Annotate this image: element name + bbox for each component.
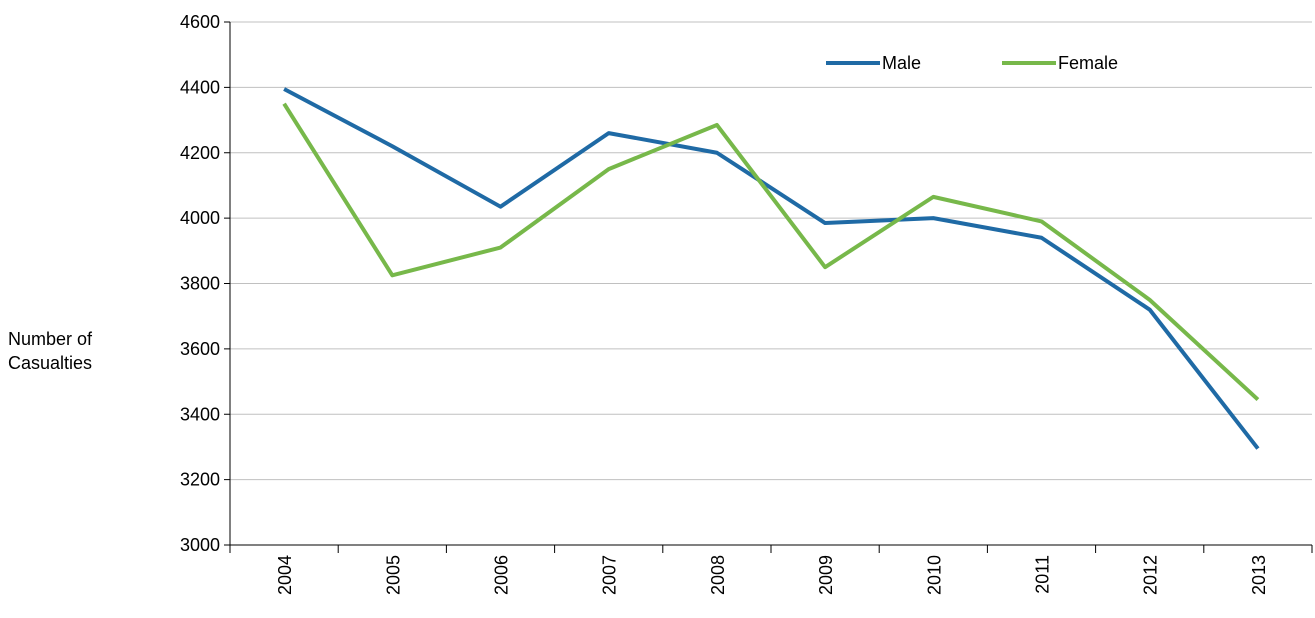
y-tick-label: 4600 [180, 12, 220, 32]
legend-label: Female [1058, 53, 1118, 73]
y-tick-label: 3400 [180, 404, 220, 424]
x-tick-label: 2004 [275, 555, 295, 595]
y-axis-label: Number of Casualties [8, 329, 93, 373]
y-tick-label: 3600 [180, 339, 220, 359]
y-tick-label: 4000 [180, 208, 220, 228]
y-tick-label: 3200 [180, 470, 220, 490]
x-tick-label: 2011 [1033, 555, 1053, 594]
line-series [282, 102, 1260, 402]
y-tick-label: 4200 [180, 143, 220, 163]
legend-label: Male [882, 53, 921, 73]
line-series [283, 87, 1260, 450]
x-tick-label: 2008 [708, 555, 728, 595]
x-tick-label: 2005 [383, 555, 403, 595]
x-tick-label: 2013 [1249, 555, 1269, 595]
x-tick-label: 2012 [1141, 555, 1161, 595]
x-tick-label: 2009 [816, 555, 836, 595]
x-tick-label: 2006 [492, 555, 512, 595]
y-tick-label: 3800 [180, 274, 220, 294]
x-tick-label: 2010 [924, 555, 944, 595]
y-tick-label: 3000 [180, 535, 220, 555]
y-tick-label: 4400 [180, 77, 220, 97]
x-tick-label: 2007 [600, 555, 620, 595]
